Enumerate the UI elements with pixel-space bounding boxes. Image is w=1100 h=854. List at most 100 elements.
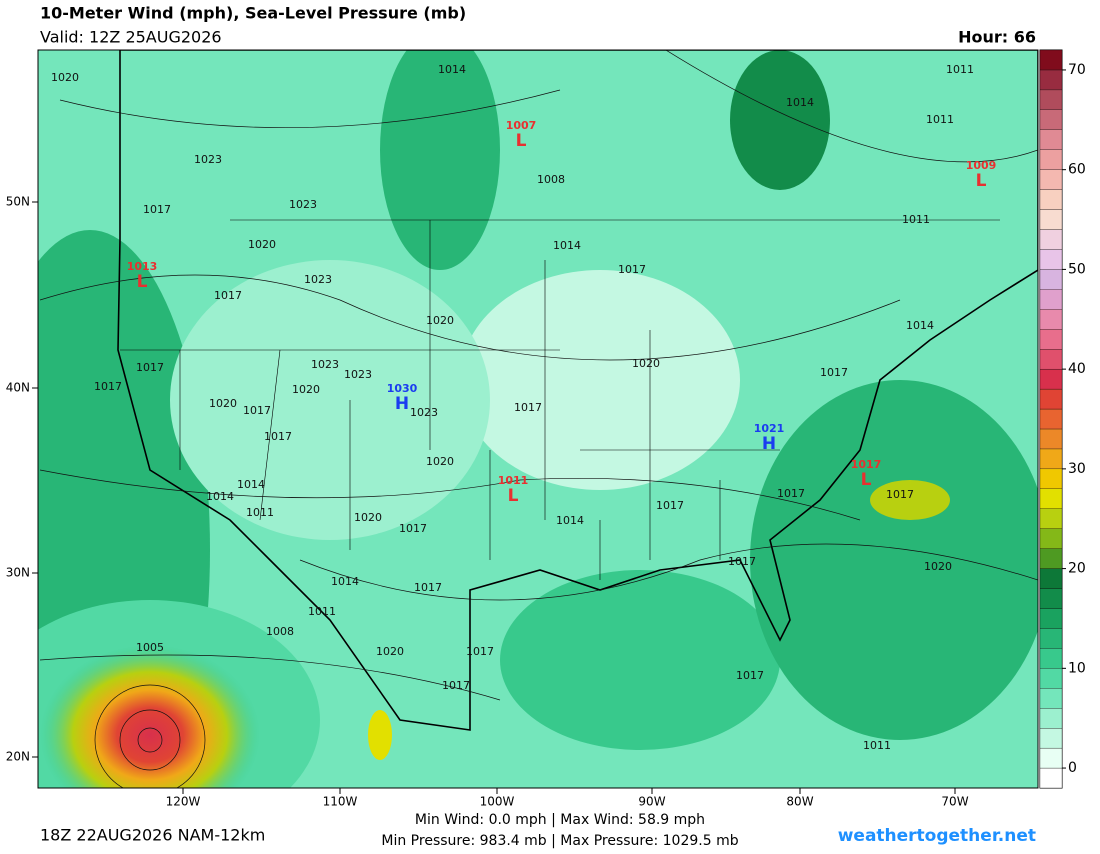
isobar-label: 1014 — [237, 478, 265, 491]
pressure-center-letter: L — [516, 131, 527, 151]
title: 10-Meter Wind (mph), Sea-Level Pressure … — [40, 4, 466, 23]
colorbar-swatch — [1039, 309, 1063, 330]
colorbar-swatch — [1039, 448, 1063, 470]
isobar-label: 1020 — [376, 645, 404, 658]
isobar-label: 1017 — [777, 487, 805, 500]
isobar-label: 1017 — [886, 488, 914, 501]
isobar-label: 1020 — [51, 71, 79, 84]
colorbar-label: 40 — [1068, 361, 1086, 377]
colorbar-swatch — [1039, 628, 1063, 649]
lat-label: 20N — [6, 750, 30, 764]
colorbar-swatch — [1039, 49, 1063, 71]
forecast-hour: Hour: 66 — [958, 28, 1036, 47]
colorbar-label: 30 — [1068, 461, 1086, 477]
isobar-label: 1011 — [946, 63, 974, 76]
colorbar-label: 50 — [1068, 261, 1086, 277]
isobar-label: 1017 — [618, 263, 646, 276]
colorbar-swatch — [1039, 548, 1063, 569]
colorbar-label: 60 — [1068, 162, 1086, 178]
pressure-center-letter: L — [976, 171, 987, 191]
isobar-label: 1020 — [426, 314, 454, 327]
isobar-label: 1014 — [438, 63, 466, 76]
pressure-center-value: 1017 — [851, 458, 882, 471]
isobar-label: 1008 — [537, 173, 565, 186]
isobar-label: 1020 — [924, 560, 952, 573]
colorbar-swatch — [1039, 69, 1063, 91]
pressure-center-letter: H — [395, 394, 409, 414]
colorbar-swatch — [1039, 668, 1063, 689]
valid-time: Valid: 12Z 25AUG2026 — [40, 28, 222, 47]
colorbar-swatch — [1039, 588, 1063, 609]
colorbar-swatch — [1039, 488, 1063, 509]
colorbar-swatch — [1039, 169, 1063, 190]
isobar-label: 1011 — [246, 506, 274, 519]
isobar-label: 1023 — [194, 153, 222, 166]
isobar-label: 1014 — [331, 575, 359, 588]
colorbar-swatch — [1039, 329, 1063, 350]
lon-label: 100W — [480, 795, 515, 809]
lon-label: 70W — [941, 795, 968, 809]
pressure-center-letter: L — [508, 486, 519, 506]
colorbar-swatch — [1039, 528, 1063, 549]
site-credit[interactable]: weathertogether.net — [838, 826, 1036, 846]
colorbar-swatch — [1039, 229, 1063, 250]
isobar-label: 1017 — [466, 645, 494, 658]
colorbar-swatch — [1039, 508, 1063, 529]
colorbar-swatch — [1039, 89, 1063, 110]
colorbar-swatch — [1039, 289, 1063, 310]
colorbar-swatch — [1039, 728, 1063, 749]
colorbar-swatch — [1039, 568, 1063, 589]
lat-label: 50N — [6, 195, 30, 209]
pressure-range: Min Pressure: 983.4 mb | Max Pressure: 1… — [381, 833, 738, 849]
colorbar-swatch — [1039, 388, 1063, 410]
map-background — [38, 50, 1038, 788]
colorbar-swatch — [1039, 249, 1063, 270]
isobar-label: 1017 — [442, 679, 470, 692]
pressure-center-value: 1011 — [498, 474, 529, 487]
lat-label: 30N — [6, 566, 30, 580]
isobar-label: 1017 — [399, 522, 427, 535]
isobar-label: 1014 — [556, 514, 584, 527]
isobar-label: 1017 — [656, 499, 684, 512]
isobar-label: 1023 — [289, 198, 317, 211]
isobar-label: 1011 — [902, 213, 930, 226]
colorbar-swatch — [1039, 109, 1063, 130]
pressure-center-value: 1021 — [754, 422, 785, 435]
isobar-label: 1017 — [94, 380, 122, 393]
colorbar-swatch — [1039, 129, 1063, 150]
pressure-center-letter: L — [137, 272, 148, 292]
isobar-label: 1020 — [632, 357, 660, 370]
lon-label: 80W — [786, 795, 813, 809]
isobar-label: 1020 — [354, 511, 382, 524]
isobar-label: 1014 — [906, 319, 934, 332]
isobar-label: 1017 — [514, 401, 542, 414]
colorbar-swatch — [1039, 149, 1063, 170]
colorbar-label: 10 — [1068, 660, 1086, 676]
pressure-center-value: 1009 — [966, 159, 997, 172]
pressure-center-letter: L — [861, 470, 872, 490]
isobar-label: 1023 — [344, 368, 372, 381]
colorbar-swatch — [1039, 747, 1063, 769]
pressure-center-letter: H — [762, 434, 776, 454]
colorbar-swatch — [1039, 608, 1063, 629]
isobar-label: 1020 — [248, 238, 276, 251]
isobar-label: 1017 — [820, 366, 848, 379]
isobar-label: 1017 — [143, 203, 171, 216]
isobar-label: 1020 — [209, 397, 237, 410]
colorbar-swatch — [1039, 688, 1063, 709]
isobar-label: 1023 — [311, 358, 339, 371]
isobar-label: 1017 — [728, 555, 756, 568]
isobar-label: 1017 — [243, 404, 271, 417]
colorbar-swatch — [1039, 269, 1063, 290]
isobar-label: 1017 — [136, 361, 164, 374]
colorbar-swatch — [1039, 368, 1063, 390]
isobar-label: 1023 — [410, 406, 438, 419]
isobar-label: 1011 — [863, 739, 891, 752]
isobar-label: 1008 — [266, 625, 294, 638]
pressure-center-value: 1013 — [127, 260, 158, 273]
isobar-label: 1011 — [926, 113, 954, 126]
pressure-center-value: 1030 — [387, 382, 418, 395]
isobar-label: 1017 — [264, 430, 292, 443]
map-frame — [37, 49, 1039, 789]
colorbar-swatch — [1039, 189, 1063, 210]
